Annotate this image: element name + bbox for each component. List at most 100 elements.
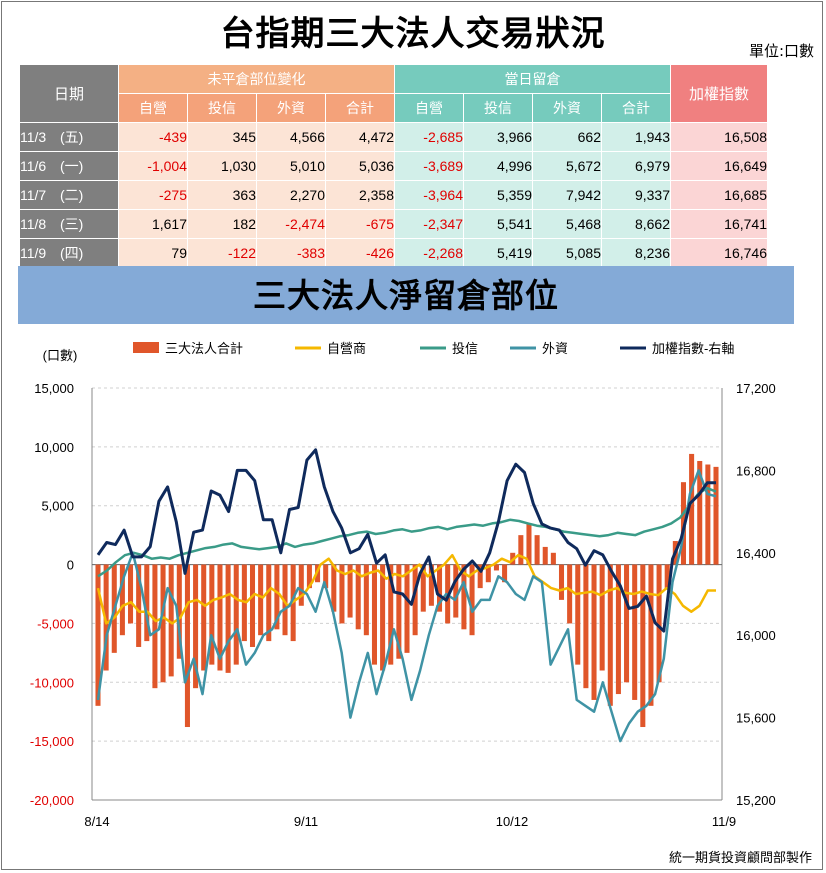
bar-total	[437, 564, 443, 612]
row-value: -426	[325, 238, 395, 268]
subheader: 自營	[394, 93, 464, 123]
bar-total	[615, 564, 621, 695]
row-value: 5,359	[463, 180, 533, 210]
row-value: 363	[187, 180, 257, 210]
table-row: 11/7 (二) -275 363 2,270 2,358 -3,964 5,359 7,942…	[19, 180, 768, 210]
row-value: -3,964	[394, 180, 464, 210]
bar-total	[128, 564, 134, 624]
y-tick-label: 15,000	[34, 381, 74, 396]
weekday-text: (四)	[60, 245, 84, 261]
date-text: 11/3	[20, 129, 47, 145]
legend-label: 外資	[542, 341, 568, 356]
date-text: 11/8	[20, 216, 47, 232]
page-title: 台指期三大法人交易狀況	[220, 14, 606, 54]
bar-total	[713, 466, 719, 565]
y2-tick-label: 15,600	[736, 711, 776, 726]
weekday-text: (二)	[60, 187, 84, 203]
positions-table: 日期 未平倉部位變化 當日留倉 加權指數 自營 投信 外資 合計 自營 投信 外…	[19, 64, 768, 268]
y-tick-label: 10,000	[34, 440, 74, 455]
y-tick-label: 5,000	[41, 499, 74, 514]
weekday-text: (三)	[60, 216, 84, 232]
bar-total	[493, 564, 499, 571]
x-tick-label: 9/11	[294, 814, 318, 829]
row-date: 11/8 (三)	[19, 209, 119, 239]
bar-total	[404, 564, 410, 653]
table-row: 11/3 (五) -439 345 4,566 4,472 -2,685 3,966 662 1,…	[19, 122, 768, 152]
bar-total	[209, 564, 215, 665]
bar-total	[225, 564, 231, 673]
row-value: 4,472	[325, 122, 395, 152]
bar-total	[396, 564, 402, 659]
unit-label: 單位:口數	[748, 42, 814, 60]
row-value: -3,689	[394, 151, 464, 181]
row-value: 7,942	[532, 180, 602, 210]
bar-total	[339, 564, 345, 624]
row-value: -383	[256, 238, 326, 268]
bar-total	[542, 546, 548, 565]
credit-text: 統一期貨投資顧問部製作	[668, 851, 812, 866]
bar-total	[323, 564, 329, 589]
header-index: 加權指數	[670, 64, 768, 123]
bar-total	[306, 564, 312, 589]
bar-total	[689, 453, 695, 565]
bar-total	[591, 564, 597, 700]
bar-total	[583, 564, 589, 689]
bar-total	[201, 564, 207, 671]
row-index: 16,685	[670, 180, 768, 210]
bar-total	[266, 564, 272, 642]
row-value: 2,358	[325, 180, 395, 210]
bar-total	[420, 564, 426, 612]
bar-total	[502, 564, 508, 583]
row-date: 11/9 (四)	[19, 238, 119, 268]
date-text: 11/6	[20, 158, 47, 174]
x-tick-label: 11/9	[712, 814, 736, 829]
subheader: 外資	[532, 93, 602, 123]
row-value: 9,337	[601, 180, 671, 210]
row-index: 16,741	[670, 209, 768, 239]
row-value: -2,268	[394, 238, 464, 268]
row-index: 16,746	[670, 238, 768, 268]
x-tick-label: 10/12	[496, 814, 529, 829]
bar-total	[331, 564, 337, 612]
subheader: 外資	[256, 93, 326, 123]
row-value: -1,004	[118, 151, 188, 181]
bar-total	[274, 564, 280, 630]
row-index: 16,649	[670, 151, 768, 181]
row-value: 4,566	[256, 122, 326, 152]
y2-tick-label: 17,200	[736, 381, 776, 396]
header-daily-position: 當日留倉	[394, 64, 671, 94]
row-value: 2,270	[256, 180, 326, 210]
bar-total	[95, 564, 101, 706]
bar-total	[526, 523, 532, 565]
row-value: 6,979	[601, 151, 671, 181]
row-value: -2,347	[394, 209, 464, 239]
bar-total	[624, 564, 630, 683]
row-value: 1,943	[601, 122, 671, 152]
bar-total	[575, 564, 581, 665]
y2-tick-label: 16,000	[736, 628, 776, 643]
row-value: -675	[325, 209, 395, 239]
bar-total	[193, 564, 199, 689]
y2-tick-label: 16,400	[736, 546, 776, 561]
row-value: 1,617	[118, 209, 188, 239]
series-line-trust	[97, 486, 717, 578]
bar-total	[485, 564, 491, 583]
row-index: 16,508	[670, 122, 768, 152]
row-value: 5,010	[256, 151, 326, 181]
row-value: 5,419	[463, 238, 533, 268]
row-value: 345	[187, 122, 257, 152]
row-value: -275	[118, 180, 188, 210]
y-tick-label: -10,000	[30, 675, 74, 690]
bar-total	[184, 564, 190, 728]
legend-swatch	[133, 342, 159, 353]
bar-total	[233, 564, 239, 665]
bar-total	[567, 564, 573, 624]
x-tick-label: 8/14	[84, 814, 109, 829]
row-value: -2,474	[256, 209, 326, 239]
positions-chart: 15,000 10,000 5,000 0 -5,000 -10,000 -15,000 -2…	[30, 341, 776, 829]
table-body: 11/3 (五) -439 345 4,566 4,472 -2,685 3,966 662 1,…	[19, 122, 768, 268]
bar-total	[119, 564, 125, 636]
bar-total	[705, 464, 711, 565]
bar-total	[160, 564, 166, 683]
legend-label: 三大法人合計	[165, 341, 243, 356]
